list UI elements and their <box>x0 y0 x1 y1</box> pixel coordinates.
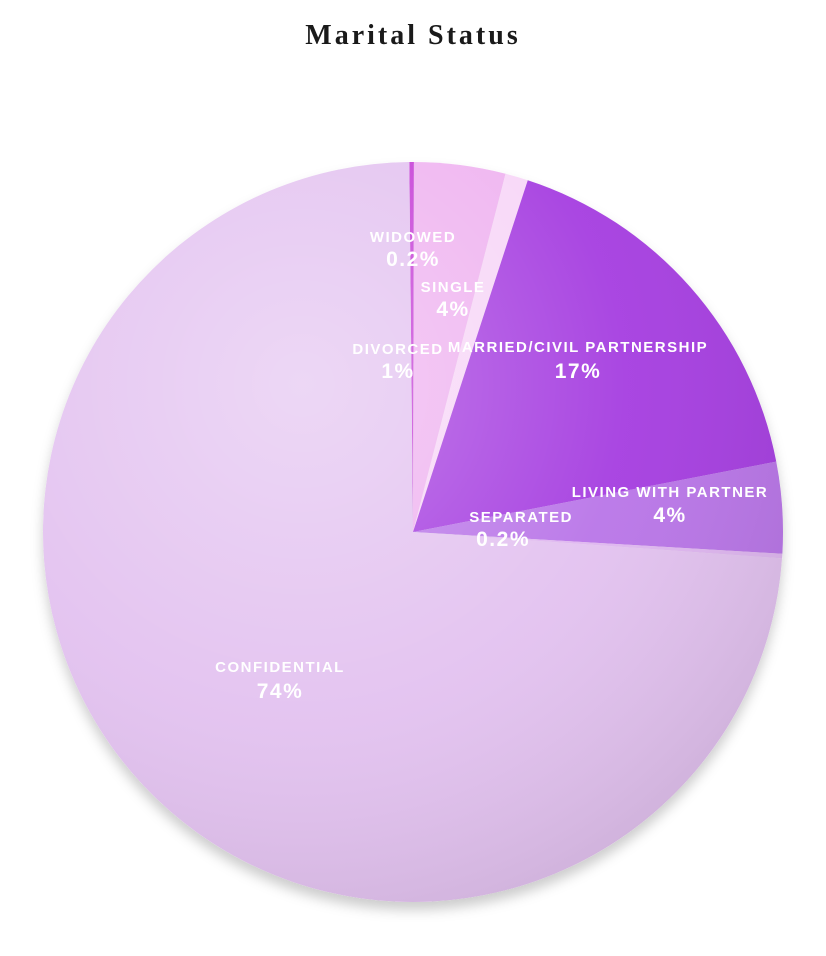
label-separated-value: 0.2% <box>476 528 530 551</box>
label-living-name: LIVING WITH PARTNER <box>572 484 769 501</box>
label-widowed-name: WIDOWED <box>370 229 456 246</box>
label-living-value: 4% <box>653 504 686 527</box>
label-single-name: SINGLE <box>421 279 486 296</box>
pie-gloss <box>43 162 783 902</box>
label-married-value: 17% <box>555 360 602 383</box>
label-married-name: MARRIED/CIVIL PARTNERSHIP <box>448 339 708 356</box>
label-divorced-value: 1% <box>381 360 414 383</box>
label-widowed-value: 0.2% <box>386 248 440 271</box>
label-confidential-value: 74% <box>257 680 304 703</box>
label-confidential-name: CONFIDENTIAL <box>215 659 345 676</box>
label-divorced-name: DIVORCED <box>352 341 443 358</box>
label-separated-name: SEPARATED <box>469 509 573 526</box>
label-single-value: 4% <box>436 298 469 321</box>
chart-title: Marital Status <box>0 20 826 52</box>
pie-chart-container: WIDOWED 0.2% SINGLE 4% DIVORCED 1% MARRI… <box>0 52 826 922</box>
pie-chart-svg: WIDOWED 0.2% SINGLE 4% DIVORCED 1% MARRI… <box>0 52 826 922</box>
